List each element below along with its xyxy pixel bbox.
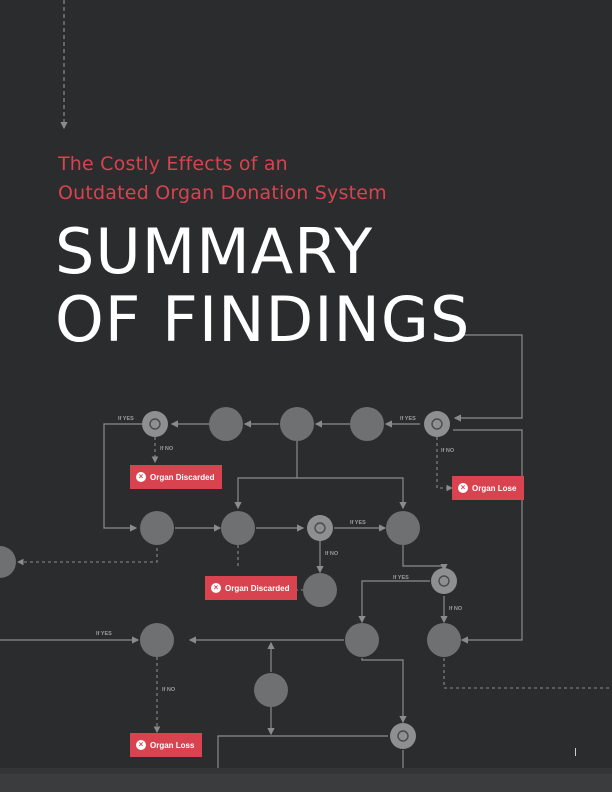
outcome-label-text: Organ Lose xyxy=(472,483,517,493)
branch-label-yes: If YES xyxy=(96,631,112,637)
outcome-label: × Organ Discarded xyxy=(205,576,298,600)
outcome-label-text: Organ Discarded xyxy=(150,472,215,482)
branch-label-no: If NO xyxy=(441,448,455,454)
footer-bar xyxy=(0,768,612,792)
subtitle-line-2: Outdated Organ Donation System xyxy=(58,182,387,204)
title-line-2: OF FINDINGS xyxy=(55,283,471,356)
branch-label-no: If NO xyxy=(162,687,176,693)
close-circle-icon: × xyxy=(136,472,146,482)
outcome-label: × Organ Lose xyxy=(452,476,525,500)
outcome-label: × Organ Discarded xyxy=(130,465,223,489)
close-circle-icon: × xyxy=(458,483,468,493)
branch-label-no: If NO xyxy=(449,606,463,612)
close-circle-icon: × xyxy=(136,740,146,750)
page-title: SUMMARY OF FINDINGS xyxy=(55,218,470,354)
outcome-label-text: Organ Loss xyxy=(150,740,195,750)
subtitle-line-1: The Costly Effects of an xyxy=(58,153,288,175)
page-marker xyxy=(575,748,576,756)
branch-label-yes: If YES xyxy=(118,416,134,422)
branch-label-yes: If YES xyxy=(393,575,409,581)
report-subtitle: The Costly Effects of an Outdated Organ … xyxy=(58,150,387,208)
branch-label-no: If NO xyxy=(160,446,174,452)
close-circle-icon: × xyxy=(211,583,221,593)
outcome-label-text: Organ Discarded xyxy=(225,583,290,593)
title-line-1: SUMMARY xyxy=(55,215,374,288)
branch-label-yes: If YES xyxy=(350,520,366,526)
outcome-label: × Organ Loss xyxy=(130,733,203,757)
branch-label-yes: If YES xyxy=(400,416,416,422)
branch-label-no: If NO xyxy=(325,551,339,557)
